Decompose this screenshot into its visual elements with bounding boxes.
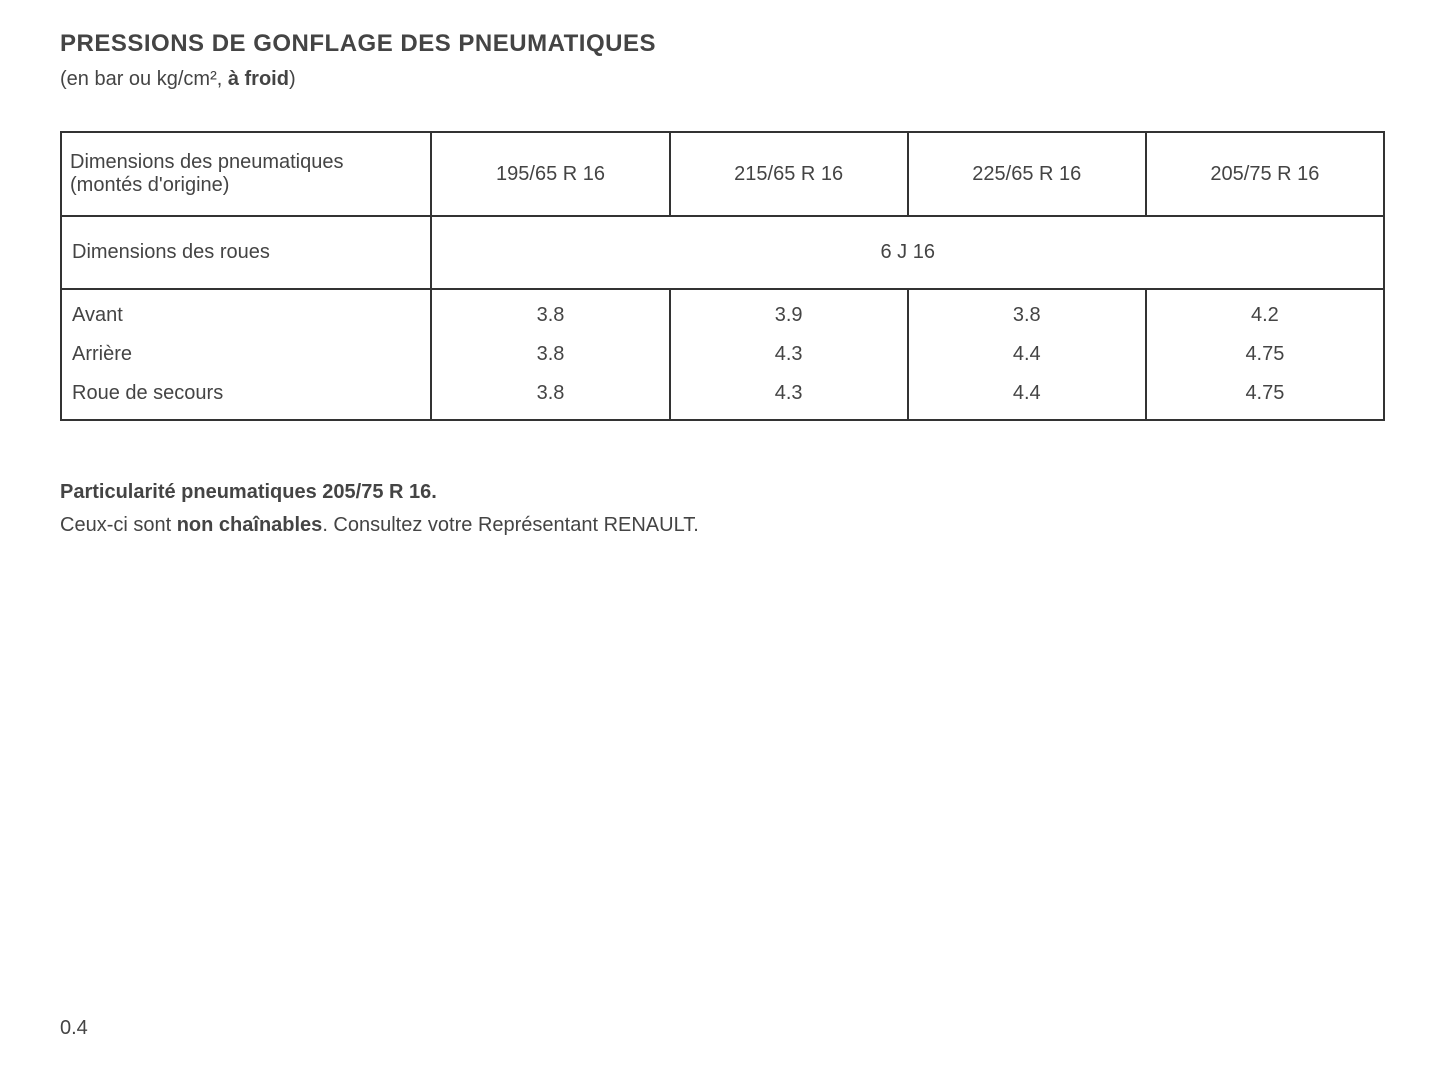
tire-size-3: 205/75 R 16: [1146, 132, 1384, 216]
pressure-data-section: Avant 3.8 3.9 3.8 4.2 Arrière 3.8 4.3 4.…: [61, 289, 1384, 420]
pressure-value: 4.3: [670, 335, 908, 374]
page-number: 0.4: [60, 1017, 88, 1040]
pressure-value: 3.8: [431, 289, 669, 335]
note-text: Ceux-ci sont non chaînables. Consultez v…: [60, 514, 1385, 537]
note-suffix: . Consultez votre Représentant RENAULT.: [322, 514, 698, 536]
pressure-value: 4.4: [908, 335, 1146, 374]
note-bold: non chaînables: [177, 514, 323, 536]
table-row: Arrière 3.8 4.3 4.4 4.75: [61, 335, 1384, 374]
wheel-size: 6 J 16: [431, 216, 1384, 289]
pressure-value: 3.8: [908, 289, 1146, 335]
pressure-value: 3.8: [431, 335, 669, 374]
row-label-arriere: Arrière: [61, 335, 431, 374]
tire-size-0: 195/65 R 16: [431, 132, 669, 216]
row-label-avant: Avant: [61, 289, 431, 335]
tire-pressure-table: Dimensions des pneumatiques (montés d'or…: [60, 131, 1385, 421]
pressure-value: 4.3: [670, 374, 908, 420]
note-prefix: Ceux-ci sont: [60, 514, 177, 536]
subtitle-bold: à froid: [228, 68, 289, 90]
table-row: Avant 3.8 3.9 3.8 4.2: [61, 289, 1384, 335]
pressure-value: 4.4: [908, 374, 1146, 420]
row-label-secours: Roue de secours: [61, 374, 431, 420]
wheel-label: Dimensions des roues: [61, 216, 431, 289]
pressure-value: 4.2: [1146, 289, 1384, 335]
tire-size-1: 215/65 R 16: [670, 132, 908, 216]
pressure-value: 4.75: [1146, 335, 1384, 374]
pressure-value: 3.8: [431, 374, 669, 420]
subtitle-prefix: (en bar ou kg/cm²,: [60, 68, 228, 90]
pressure-value: 3.9: [670, 289, 908, 335]
tire-size-2: 225/65 R 16: [908, 132, 1146, 216]
header-label: Dimensions des pneumatiques (montés d'or…: [61, 132, 431, 216]
wheel-dimension-row: Dimensions des roues 6 J 16: [61, 216, 1384, 289]
subtitle-suffix: ): [289, 68, 296, 90]
page-title: PRESSIONS DE GONFLAGE DES PNEUMATIQUES: [60, 30, 1385, 58]
note-title: Particularité pneumatiques 205/75 R 16.: [60, 481, 1385, 504]
subtitle: (en bar ou kg/cm², à froid): [60, 68, 1385, 91]
table-row: Roue de secours 3.8 4.3 4.4 4.75: [61, 374, 1384, 420]
pressure-value: 4.75: [1146, 374, 1384, 420]
table-header-row: Dimensions des pneumatiques (montés d'or…: [61, 132, 1384, 216]
